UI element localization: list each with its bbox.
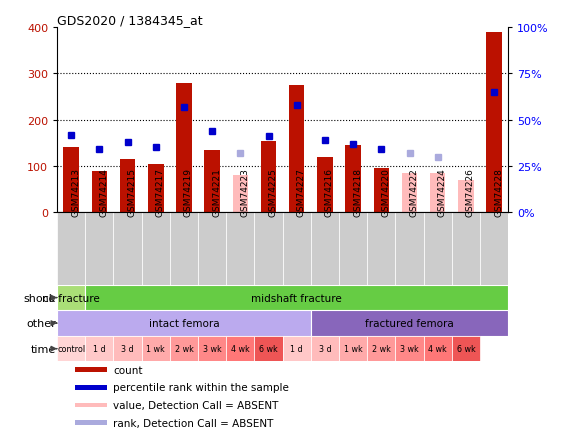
- Bar: [255, 213, 283, 285]
- Bar: [373, 169, 389, 213]
- Text: 1 d: 1 d: [291, 344, 303, 353]
- Text: 3 wk: 3 wk: [400, 344, 419, 353]
- Text: value, Detection Call = ABSENT: value, Detection Call = ABSENT: [114, 400, 279, 410]
- Bar: [63, 148, 79, 213]
- Bar: [198, 336, 226, 362]
- Bar: [91, 171, 107, 213]
- Text: other: other: [26, 319, 56, 329]
- Text: GSM74228: GSM74228: [494, 168, 503, 216]
- Bar: [142, 336, 170, 362]
- Bar: [255, 336, 283, 362]
- Bar: [452, 213, 480, 285]
- Bar: [424, 336, 452, 362]
- Bar: [311, 213, 339, 285]
- Bar: [311, 336, 339, 362]
- Text: percentile rank within the sample: percentile rank within the sample: [114, 382, 289, 392]
- Bar: [170, 213, 198, 285]
- Text: 3 wk: 3 wk: [203, 344, 222, 353]
- Bar: [452, 336, 480, 362]
- Text: GSM74226: GSM74226: [466, 168, 475, 216]
- Bar: [395, 336, 424, 362]
- Bar: [367, 213, 395, 285]
- Bar: [57, 285, 85, 311]
- Bar: [345, 146, 361, 213]
- Text: GSM74214: GSM74214: [99, 168, 108, 216]
- Text: 4 wk: 4 wk: [428, 344, 447, 353]
- Bar: [75, 403, 107, 408]
- Text: GSM74227: GSM74227: [297, 168, 305, 216]
- Bar: [57, 213, 85, 285]
- Bar: [148, 164, 163, 213]
- Bar: [120, 160, 135, 213]
- Bar: [114, 336, 142, 362]
- Text: GSM74216: GSM74216: [325, 168, 334, 216]
- Text: GSM74225: GSM74225: [268, 168, 278, 216]
- Bar: [339, 213, 367, 285]
- Bar: [75, 385, 107, 390]
- Text: GDS2020 / 1384345_at: GDS2020 / 1384345_at: [57, 14, 203, 27]
- Text: no fracture: no fracture: [42, 293, 100, 303]
- Text: GSM74224: GSM74224: [438, 168, 447, 216]
- Text: GSM74220: GSM74220: [381, 168, 391, 216]
- Bar: [339, 336, 367, 362]
- Bar: [114, 213, 142, 285]
- Bar: [226, 213, 255, 285]
- Bar: [142, 213, 170, 285]
- Bar: [480, 213, 508, 285]
- Text: GSM74219: GSM74219: [184, 168, 193, 216]
- Bar: [261, 141, 276, 213]
- Text: control: control: [57, 344, 85, 353]
- Text: 3 d: 3 d: [121, 344, 134, 353]
- Text: GSM74223: GSM74223: [240, 168, 250, 216]
- Bar: [424, 213, 452, 285]
- Text: count: count: [114, 365, 143, 375]
- Text: GSM74213: GSM74213: [71, 168, 80, 216]
- Text: fractured femora: fractured femora: [365, 319, 454, 329]
- Text: 1 wk: 1 wk: [344, 344, 363, 353]
- Bar: [283, 336, 311, 362]
- Text: GSM74217: GSM74217: [156, 168, 165, 216]
- Text: GSM74221: GSM74221: [212, 168, 221, 216]
- Bar: [226, 336, 255, 362]
- Text: rank, Detection Call = ABSENT: rank, Detection Call = ABSENT: [114, 418, 274, 428]
- Text: intact femora: intact femora: [148, 319, 219, 329]
- Bar: [232, 176, 248, 213]
- Text: midshaft fracture: midshaft fracture: [251, 293, 342, 303]
- Bar: [204, 151, 220, 213]
- Text: time: time: [30, 344, 56, 354]
- Text: shock: shock: [23, 293, 56, 303]
- Bar: [317, 158, 333, 213]
- Bar: [367, 336, 395, 362]
- Bar: [311, 311, 508, 336]
- Bar: [402, 174, 417, 213]
- Bar: [176, 84, 192, 213]
- Text: GSM74215: GSM74215: [127, 168, 136, 216]
- Bar: [75, 367, 107, 372]
- Bar: [57, 336, 85, 362]
- Text: GSM74218: GSM74218: [353, 168, 362, 216]
- Text: 4 wk: 4 wk: [231, 344, 250, 353]
- Text: 1 d: 1 d: [93, 344, 106, 353]
- Text: 6 wk: 6 wk: [457, 344, 475, 353]
- Text: 6 wk: 6 wk: [259, 344, 278, 353]
- Bar: [486, 33, 502, 213]
- Bar: [289, 86, 304, 213]
- Bar: [283, 213, 311, 285]
- Bar: [85, 213, 114, 285]
- Bar: [57, 311, 311, 336]
- Text: 2 wk: 2 wk: [175, 344, 194, 353]
- Text: 1 wk: 1 wk: [146, 344, 165, 353]
- Bar: [75, 421, 107, 425]
- Bar: [85, 336, 114, 362]
- Bar: [198, 213, 226, 285]
- Text: 2 wk: 2 wk: [372, 344, 391, 353]
- Bar: [458, 181, 474, 213]
- Text: 3 d: 3 d: [319, 344, 331, 353]
- Text: GSM74222: GSM74222: [409, 168, 419, 216]
- Bar: [395, 213, 424, 285]
- Bar: [170, 336, 198, 362]
- Bar: [430, 174, 445, 213]
